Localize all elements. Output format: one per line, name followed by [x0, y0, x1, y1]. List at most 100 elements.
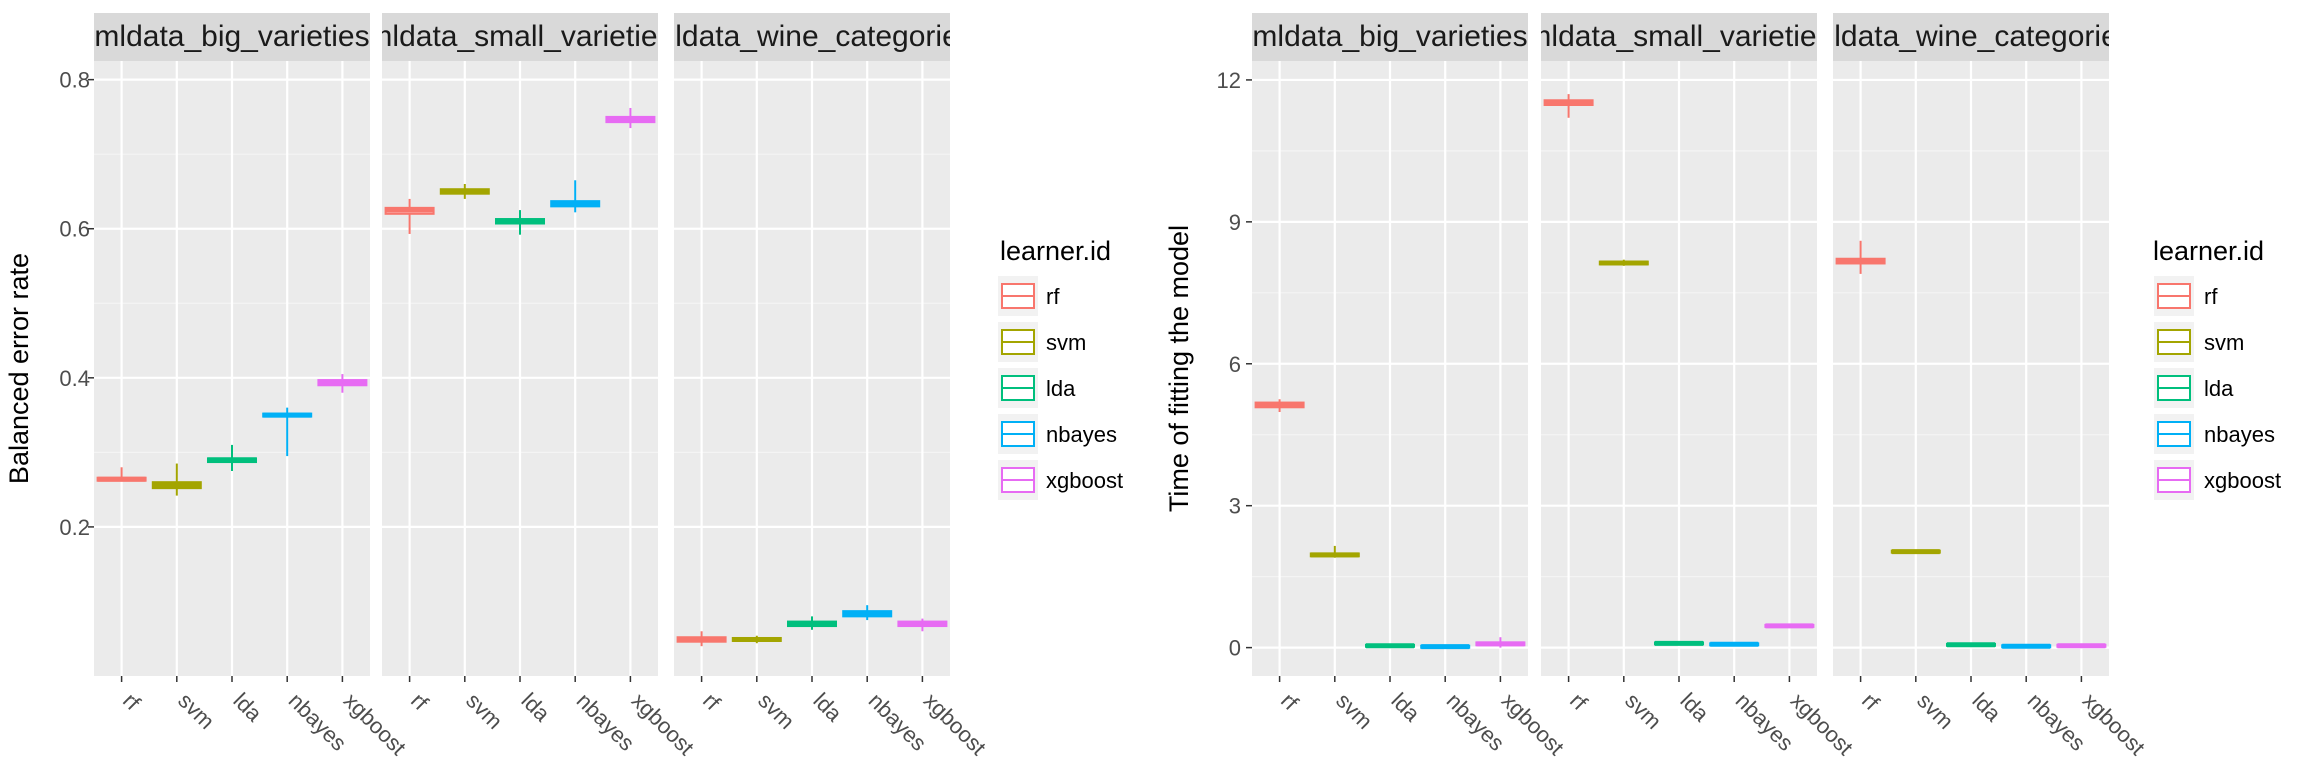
x-tick-label: rf [698, 688, 726, 716]
x-tick-label: nbayes [572, 688, 640, 756]
x-tick-label: svm [1331, 688, 1377, 734]
box-rf [1254, 399, 1305, 413]
legend-key-xgboost [2154, 460, 2194, 500]
x-tick-label: rf [406, 688, 434, 716]
box-rf [96, 467, 147, 482]
box-xgboost [605, 107, 656, 129]
y-tick-label: 6 [1229, 352, 1241, 377]
y-tick-label: 3 [1229, 494, 1241, 519]
legend-label: svm [1046, 330, 1086, 355]
x-tick-label: nbayes [1442, 688, 1510, 756]
box-nbayes [262, 407, 313, 457]
box-nbayes [2001, 643, 2052, 649]
x-tick-label: lda [808, 688, 847, 727]
x-tick-label: nbayes [864, 688, 932, 756]
box-lda [207, 444, 257, 471]
facet-strip [382, 13, 658, 61]
x-tick-label: nbayes [284, 688, 352, 756]
x-tick-label: nbayes [1731, 688, 1799, 756]
x-tick-label: xgboost [1497, 688, 1569, 760]
box-rf [384, 198, 435, 234]
y-tick-label: 0.8 [59, 68, 90, 93]
x-tick-label: svm [173, 688, 219, 734]
y-axis-title: Balanced error rate [4, 253, 34, 484]
x-tick-label: lda [516, 688, 555, 727]
box-svm [1890, 549, 1941, 555]
legend-key-svm [2154, 322, 2194, 362]
legend-label: nbayes [2204, 422, 2275, 447]
legend-key-rf [998, 276, 1038, 316]
x-tick-label: rf [1276, 688, 1304, 716]
x-tick-label: xgboost [1786, 688, 1858, 760]
box-svm [1598, 259, 1649, 266]
x-tick-label: nbayes [2023, 688, 2091, 756]
y-tick-label: 9 [1229, 210, 1241, 235]
legend-label: nbayes [1046, 422, 1117, 447]
x-tick-label: rf [1565, 688, 1593, 716]
box-lda [787, 616, 837, 630]
box-svm [439, 184, 490, 199]
legend-key-nbayes [998, 414, 1038, 454]
legend: learner.id rf svm lda nbayes xgboost [998, 236, 1123, 500]
facet-strip [674, 13, 950, 61]
box-xgboost [317, 374, 368, 393]
facet-strip [1541, 13, 1817, 61]
legend-key-lda [998, 368, 1038, 408]
box-xgboost [1764, 623, 1815, 629]
box-lda [1365, 643, 1415, 649]
y-axis-title: Time of fitting the model [1164, 225, 1194, 512]
box-rf [676, 631, 727, 647]
box-nbayes [842, 605, 893, 621]
facet-strip [1252, 13, 1528, 61]
x-tick-label: xgboost [919, 688, 991, 760]
x-tick-label: xgboost [339, 688, 411, 760]
legend-label: rf [1046, 284, 1060, 309]
x-tick-label: lda [1386, 688, 1425, 727]
legend-label: xgboost [1046, 468, 1123, 493]
box-svm [1309, 545, 1360, 558]
box-nbayes [1420, 644, 1471, 650]
facet-strip [94, 13, 370, 61]
box-rf [1543, 94, 1594, 118]
box-lda [495, 210, 545, 235]
x-tick-label: rf [118, 688, 146, 716]
box-lda [1654, 640, 1704, 646]
legend-label: rf [2204, 284, 2218, 309]
x-tick-label: xgboost [2078, 688, 2150, 760]
y-tick-label: 0.6 [59, 217, 90, 242]
y-tick-label: 0.2 [59, 515, 90, 540]
legend-label: lda [1046, 376, 1076, 401]
legend-key-xgboost [998, 460, 1038, 500]
box-nbayes [550, 180, 601, 213]
x-tick-label: xgboost [627, 688, 699, 760]
y-tick-label: 0.4 [59, 366, 90, 391]
box-rf [1835, 240, 1886, 274]
legend-label: svm [2204, 330, 2244, 355]
x-tick-label: lda [1675, 688, 1714, 727]
x-tick-label: lda [228, 688, 267, 727]
legend: learner.id rf svm lda nbayes xgboost [2153, 236, 2281, 500]
x-tick-label: rf [1857, 688, 1885, 716]
box-xgboost [897, 618, 948, 632]
legend-key-svm [998, 322, 1038, 362]
box-svm [731, 635, 782, 644]
box-xgboost [2056, 643, 2107, 649]
x-tick-label: svm [1912, 688, 1958, 734]
legend-key-lda [2154, 368, 2194, 408]
facet-strip-label: mldata_big_varieties [1252, 20, 1527, 53]
x-tick-label: svm [753, 688, 799, 734]
box-xgboost [1475, 637, 1526, 648]
box-lda [1946, 642, 1996, 648]
legend-label: xgboost [2204, 468, 2281, 493]
x-tick-label: svm [461, 688, 507, 734]
facet-strip-label: mldata_wine_categories [1809, 20, 2133, 53]
facet-strip-label: mldata_wine_categories [650, 20, 974, 53]
legend-title: learner.id [2153, 236, 2264, 266]
